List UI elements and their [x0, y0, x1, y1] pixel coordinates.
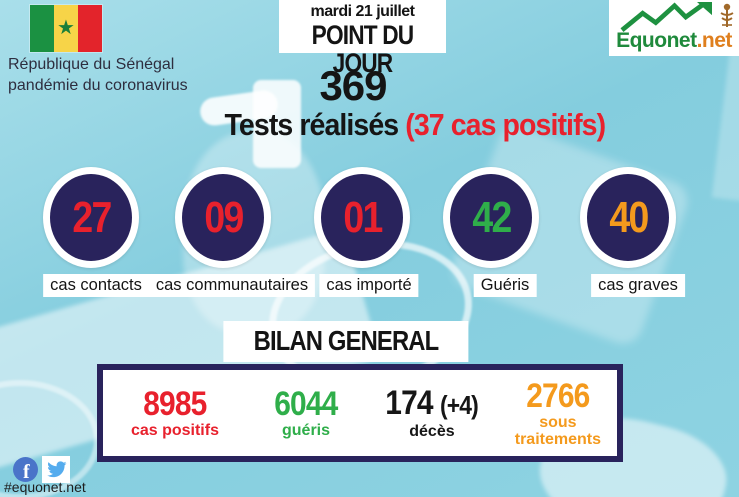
- logo-name: Equonet: [616, 29, 697, 52]
- stat-circle-value: 01: [342, 192, 383, 242]
- hashtag-handle: #equonet.net: [4, 479, 86, 495]
- stat-circle-label: cas importé: [319, 274, 419, 297]
- stat-label: sous traitements: [514, 413, 601, 448]
- stat-circle-label: cas communautaires: [148, 274, 316, 297]
- twitter-bird-glyph: [46, 460, 66, 477]
- report-date: mardi 21 juillet: [310, 3, 415, 20]
- logo-wordmark: Equonet.net: [609, 29, 739, 53]
- tests-count: 369: [319, 62, 387, 109]
- stat-circle-inner: 01: [321, 174, 403, 261]
- stat-circle-value: 09: [203, 192, 244, 242]
- stat-value: 174 (+4): [386, 386, 479, 422]
- stat-circle-value: 42: [471, 192, 512, 242]
- page-title: POINT DU JOUR: [311, 20, 414, 78]
- tests-label-line: Tests réalisés (37 cas positifs): [224, 107, 607, 142]
- stat-value: 2766: [526, 376, 590, 415]
- flag-red-stripe: [78, 5, 102, 52]
- emblem-icon: [720, 3, 734, 27]
- tests-positive-highlight: (37 cas positifs): [405, 107, 606, 142]
- deces-value: 174: [385, 384, 434, 422]
- stat-label: décès: [409, 423, 455, 440]
- stat-label: guéris: [282, 422, 331, 439]
- stat-cas-positifs: 8985 cas positifs: [103, 387, 247, 439]
- senegal-flag: ★: [30, 5, 102, 52]
- stat-circle-inner: 09: [182, 174, 264, 261]
- stat-circle-label: Guéris: [473, 274, 537, 297]
- stat-circle-label: cas contacts: [43, 274, 149, 297]
- equonet-logo[interactable]: Equonet.net: [609, 0, 739, 56]
- stat-circle-inner: 27: [50, 174, 132, 261]
- logo-suffix: .net: [696, 29, 733, 52]
- title-box: mardi 21 juillet POINT DU JOUR: [279, 0, 446, 77]
- stat-circle-cas-communautaires: 09: [175, 167, 271, 268]
- deces-delta: (+4): [440, 390, 479, 420]
- stat-value: 6044: [274, 385, 338, 423]
- stat-sous-traitements: 2766 sous traitements: [499, 379, 617, 448]
- facebook-f-glyph: f: [22, 461, 30, 482]
- stat-circle-inner: 40: [587, 174, 669, 261]
- twitter-icon[interactable]: [42, 456, 70, 483]
- bilan-general-title: BILAN GENERAL: [253, 325, 440, 356]
- stat-circle-value: 27: [71, 192, 112, 242]
- stat-gueris: 6044 guéris: [247, 387, 365, 439]
- government-caption: République du Sénégal pandémie du corona…: [8, 54, 188, 96]
- tests-headline: 369 Tests réalisés (37 cas positifs): [180, 64, 650, 142]
- stat-circle-cas-importe: 01: [314, 167, 410, 268]
- stat-circle-cas-contacts: 27: [43, 167, 139, 268]
- flag-green-stripe: [30, 5, 54, 52]
- tests-label: Tests réalisés: [224, 107, 406, 142]
- stat-circle-inner: 42: [450, 174, 532, 261]
- stat-circle-label: cas graves: [591, 274, 685, 297]
- country-name: République du Sénégal: [8, 56, 175, 73]
- growth-arrow-icon: [620, 2, 712, 32]
- facebook-icon[interactable]: f: [13, 457, 38, 482]
- flag-yellow-stripe: ★: [54, 5, 78, 52]
- stat-deces: 174 (+4) décès: [365, 386, 499, 440]
- stat-value: 8985: [143, 385, 207, 423]
- pandemic-caption: pandémie du coronavirus: [8, 77, 188, 94]
- stat-label: cas positifs: [130, 422, 219, 439]
- stat-circle-value: 40: [608, 192, 649, 242]
- flag-star-icon: ★: [57, 16, 75, 39]
- bilan-general-banner: BILAN GENERAL: [223, 321, 469, 362]
- stat-circle-gueris: 42: [443, 167, 539, 268]
- bilan-summary-box: 8985 cas positifs 6044 guéris 174 (+4) d…: [97, 364, 623, 462]
- stat-circle-cas-graves: 40: [580, 167, 676, 268]
